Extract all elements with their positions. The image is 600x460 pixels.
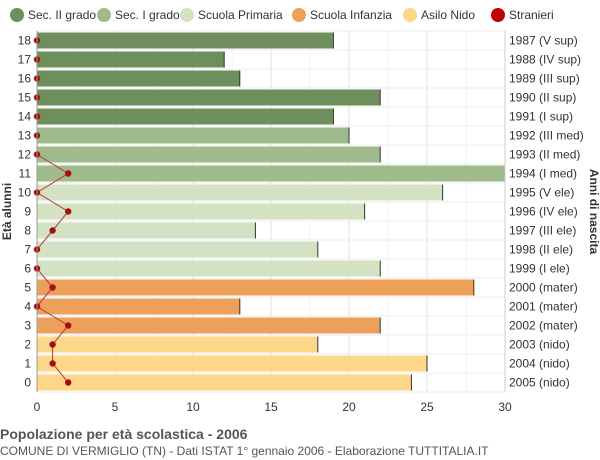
legend-label-0: Sec. II grado — [28, 8, 96, 22]
y-tick-label-age: 2 — [24, 338, 31, 352]
y-tick-label-age: 0 — [24, 376, 31, 390]
bar-age-15 — [37, 89, 381, 106]
y-tick-label-birth: 1993 (II med) — [509, 148, 580, 162]
y-tick-label-age: 10 — [18, 186, 32, 200]
y-tick-label-birth: 2000 (mater) — [509, 281, 578, 295]
y-tick-label-birth: 1990 (II sup) — [509, 91, 576, 105]
y-tick-label-birth: 1991 (I sup) — [509, 110, 573, 124]
legend-marker-4 — [403, 8, 417, 22]
bar-age-6 — [37, 260, 381, 277]
y-tick-label-birth: 1995 (V ele) — [509, 186, 574, 200]
bar-age-2 — [37, 336, 318, 353]
y-tick-label-age: 18 — [18, 34, 32, 48]
y-tick-label-age: 16 — [18, 72, 32, 86]
legend-marker-3 — [292, 8, 306, 22]
x-tick-label: 5 — [112, 400, 119, 414]
y-tick-label-age: 15 — [18, 91, 32, 105]
legend-label-1: Sec. I grado — [115, 8, 180, 22]
legend-label-4: Asilo Nido — [421, 8, 475, 22]
chart-title: Popolazione per età scolastica - 2006 — [0, 426, 248, 442]
y-tick-label-birth: 2002 (mater) — [509, 319, 578, 333]
x-tick-label: 30 — [498, 400, 512, 414]
y-tick-label-age: 17 — [18, 53, 32, 67]
y-tick-label-age: 3 — [24, 319, 31, 333]
x-tick-label: 25 — [420, 400, 434, 414]
y-tick-label-birth: 2005 (nido) — [509, 376, 570, 390]
y-tick-label-age: 6 — [24, 262, 31, 276]
bar-age-4 — [37, 298, 240, 315]
y-tick-label-age: 9 — [24, 205, 31, 219]
y-tick-label-age: 11 — [19, 167, 32, 181]
legend-marker-2 — [180, 8, 194, 22]
bar-age-3 — [37, 317, 381, 334]
bar-age-10 — [37, 184, 443, 201]
stranieri-point-age-9 — [65, 208, 72, 215]
y-tick-label-birth: 1992 (III med) — [509, 129, 584, 143]
bar-age-0 — [37, 374, 412, 391]
legend-label-5: Stranieri — [509, 8, 554, 22]
bar-age-14 — [37, 108, 334, 125]
y-tick-label-birth: 1996 (IV ele) — [509, 205, 578, 219]
y-tick-label-age: 14 — [18, 110, 32, 124]
bar-age-13 — [37, 127, 349, 144]
x-tick-label: 10 — [186, 400, 200, 414]
y-tick-label-birth: 1997 (III ele) — [509, 224, 576, 238]
bar-age-7 — [37, 241, 318, 258]
legend-marker-0 — [10, 8, 24, 22]
bar-age-12 — [37, 146, 381, 163]
x-tick-label: 0 — [34, 400, 41, 414]
bar-age-16 — [37, 70, 240, 87]
bar-age-18 — [37, 32, 334, 49]
y-tick-label-birth: 1994 (I med) — [509, 167, 577, 181]
bar-age-8 — [37, 222, 256, 239]
x-tick-label: 20 — [342, 400, 356, 414]
bar-age-1 — [37, 355, 427, 372]
bar-age-9 — [37, 203, 365, 220]
y-tick-label-age: 4 — [24, 300, 31, 314]
y-tick-label-birth: 2003 (nido) — [509, 338, 570, 352]
bar-age-11 — [37, 165, 505, 182]
y-tick-label-birth: 1987 (V sup) — [509, 34, 578, 48]
stranieri-point-age-2 — [49, 341, 56, 348]
y-tick-label-birth: 1999 (I ele) — [509, 262, 570, 276]
stranieri-point-age-8 — [49, 227, 56, 234]
y-tick-label-age: 12 — [18, 148, 32, 162]
y-tick-label-age: 1 — [24, 357, 31, 371]
legend-marker-1 — [97, 8, 111, 22]
y-tick-label-age: 7 — [24, 243, 31, 257]
y-tick-label-birth: 1989 (III sup) — [509, 72, 580, 86]
bar-age-5 — [37, 279, 474, 296]
legend-label-2: Scuola Primaria — [198, 8, 283, 22]
chart-subtitle: COMUNE DI VERMIGLIO (TN) - Dati ISTAT 1°… — [0, 444, 489, 458]
stranieri-point-age-1 — [49, 360, 56, 367]
stranieri-point-age-0 — [65, 379, 72, 386]
y-axis-title-left: Età alunni — [0, 183, 14, 240]
y-axis-title-right: Anni di nascita — [587, 169, 600, 255]
y-tick-label-age: 8 — [24, 224, 31, 238]
legend-label-3: Scuola Infanzia — [310, 8, 392, 22]
y-tick-label-age: 13 — [18, 129, 32, 143]
y-tick-label-birth: 2004 (nido) — [509, 357, 570, 371]
y-tick-label-birth: 2001 (mater) — [509, 300, 578, 314]
y-tick-label-birth: 1998 (II ele) — [509, 243, 573, 257]
stranieri-point-age-11 — [65, 170, 72, 177]
bar-age-17 — [37, 51, 225, 68]
stranieri-point-age-3 — [65, 322, 72, 329]
x-tick-label: 15 — [264, 400, 278, 414]
stranieri-point-age-5 — [49, 284, 56, 291]
y-tick-label-age: 5 — [24, 281, 31, 295]
y-tick-label-birth: 1988 (IV sup) — [509, 53, 581, 67]
legend-marker-5 — [491, 8, 505, 22]
